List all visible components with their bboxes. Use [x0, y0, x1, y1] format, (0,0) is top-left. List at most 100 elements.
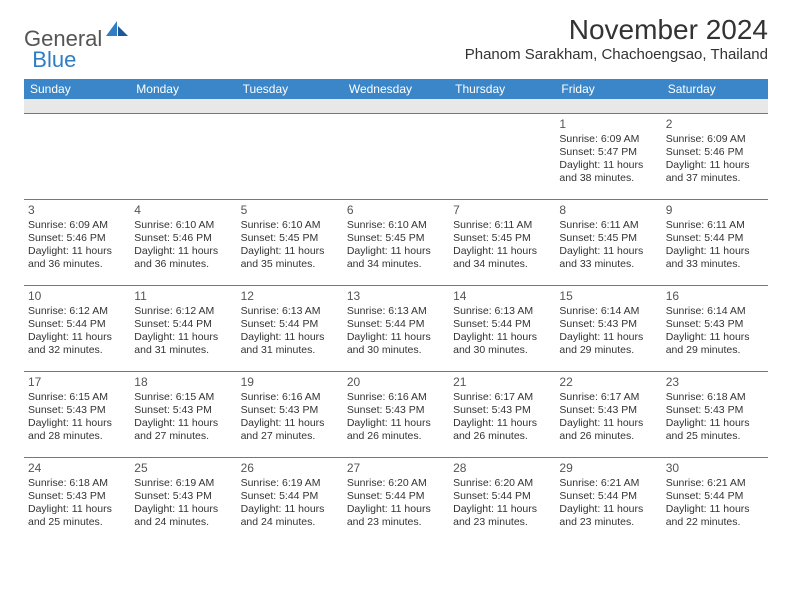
sunrise-text: Sunrise: 6:13 AM: [453, 305, 551, 318]
sunrise-text: Sunrise: 6:21 AM: [666, 477, 764, 490]
calendar-day-cell: 25Sunrise: 6:19 AMSunset: 5:43 PMDayligh…: [130, 457, 236, 543]
day-number: 5: [241, 203, 339, 218]
sunset-text: Sunset: 5:46 PM: [666, 146, 764, 159]
daylight-text-2: and 23 minutes.: [347, 516, 445, 529]
calendar-header-row: Sunday Monday Tuesday Wednesday Thursday…: [24, 79, 768, 99]
sunset-text: Sunset: 5:44 PM: [28, 318, 126, 331]
day-header-friday: Friday: [555, 79, 661, 99]
daylight-text-1: Daylight: 11 hours: [134, 245, 232, 258]
sunset-text: Sunset: 5:45 PM: [347, 232, 445, 245]
sunrise-text: Sunrise: 6:20 AM: [453, 477, 551, 490]
daylight-text-1: Daylight: 11 hours: [134, 417, 232, 430]
daylight-text-2: and 37 minutes.: [666, 172, 764, 185]
calendar-day-cell: 9Sunrise: 6:11 AMSunset: 5:44 PMDaylight…: [662, 199, 768, 285]
day-number: 10: [28, 289, 126, 304]
sunrise-text: Sunrise: 6:10 AM: [241, 219, 339, 232]
day-number: 6: [347, 203, 445, 218]
daylight-text-1: Daylight: 11 hours: [666, 503, 764, 516]
sunrise-text: Sunrise: 6:09 AM: [666, 133, 764, 146]
day-header-tuesday: Tuesday: [237, 79, 343, 99]
calendar-table: Sunday Monday Tuesday Wednesday Thursday…: [24, 79, 768, 543]
sunrise-text: Sunrise: 6:17 AM: [559, 391, 657, 404]
daylight-text-1: Daylight: 11 hours: [453, 331, 551, 344]
day-number: 15: [559, 289, 657, 304]
calendar-day-cell: 3Sunrise: 6:09 AMSunset: 5:46 PMDaylight…: [24, 199, 130, 285]
calendar-day-cell: 4Sunrise: 6:10 AMSunset: 5:46 PMDaylight…: [130, 199, 236, 285]
daylight-text-1: Daylight: 11 hours: [666, 159, 764, 172]
day-number: 11: [134, 289, 232, 304]
daylight-text-1: Daylight: 11 hours: [134, 331, 232, 344]
calendar-day-cell: 12Sunrise: 6:13 AMSunset: 5:44 PMDayligh…: [237, 285, 343, 371]
daylight-text-2: and 26 minutes.: [453, 430, 551, 443]
day-header-sunday: Sunday: [24, 79, 130, 99]
sunrise-text: Sunrise: 6:13 AM: [347, 305, 445, 318]
daylight-text-1: Daylight: 11 hours: [559, 331, 657, 344]
daylight-text-2: and 32 minutes.: [28, 344, 126, 357]
day-number: 4: [134, 203, 232, 218]
logo-text-blue: Blue: [32, 47, 76, 73]
daylight-text-2: and 31 minutes.: [241, 344, 339, 357]
sunset-text: Sunset: 5:47 PM: [559, 146, 657, 159]
daylight-text-1: Daylight: 11 hours: [134, 503, 232, 516]
sunrise-text: Sunrise: 6:16 AM: [347, 391, 445, 404]
sunset-text: Sunset: 5:44 PM: [666, 232, 764, 245]
calendar-day-cell: 10Sunrise: 6:12 AMSunset: 5:44 PMDayligh…: [24, 285, 130, 371]
sunset-text: Sunset: 5:43 PM: [134, 490, 232, 503]
calendar-day-cell: 22Sunrise: 6:17 AMSunset: 5:43 PMDayligh…: [555, 371, 661, 457]
day-header-saturday: Saturday: [662, 79, 768, 99]
daylight-text-2: and 25 minutes.: [28, 516, 126, 529]
day-number: 24: [28, 461, 126, 476]
daylight-text-1: Daylight: 11 hours: [347, 331, 445, 344]
sunset-text: Sunset: 5:44 PM: [666, 490, 764, 503]
sunset-text: Sunset: 5:44 PM: [559, 490, 657, 503]
daylight-text-1: Daylight: 11 hours: [559, 417, 657, 430]
day-number: 30: [666, 461, 764, 476]
sunrise-text: Sunrise: 6:09 AM: [28, 219, 126, 232]
daylight-text-1: Daylight: 11 hours: [559, 159, 657, 172]
daylight-text-2: and 35 minutes.: [241, 258, 339, 271]
daylight-text-2: and 36 minutes.: [134, 258, 232, 271]
sunset-text: Sunset: 5:44 PM: [347, 318, 445, 331]
day-number: 17: [28, 375, 126, 390]
empty-cell: [24, 113, 130, 199]
day-number: 13: [347, 289, 445, 304]
calendar-day-cell: 1Sunrise: 6:09 AMSunset: 5:47 PMDaylight…: [555, 113, 661, 199]
sunrise-text: Sunrise: 6:11 AM: [453, 219, 551, 232]
daylight-text-2: and 38 minutes.: [559, 172, 657, 185]
daylight-text-2: and 24 minutes.: [241, 516, 339, 529]
sunrise-text: Sunrise: 6:16 AM: [241, 391, 339, 404]
daylight-text-1: Daylight: 11 hours: [453, 503, 551, 516]
empty-cell: [449, 113, 555, 199]
daylight-text-2: and 36 minutes.: [28, 258, 126, 271]
daylight-text-2: and 34 minutes.: [453, 258, 551, 271]
sunrise-text: Sunrise: 6:12 AM: [134, 305, 232, 318]
sunset-text: Sunset: 5:44 PM: [241, 490, 339, 503]
sunrise-text: Sunrise: 6:14 AM: [666, 305, 764, 318]
calendar-day-cell: 8Sunrise: 6:11 AMSunset: 5:45 PMDaylight…: [555, 199, 661, 285]
location-subtitle: Phanom Sarakham, Chachoengsao, Thailand: [465, 46, 768, 63]
sunrise-text: Sunrise: 6:10 AM: [347, 219, 445, 232]
daylight-text-2: and 34 minutes.: [347, 258, 445, 271]
daylight-text-2: and 29 minutes.: [666, 344, 764, 357]
sunset-text: Sunset: 5:46 PM: [28, 232, 126, 245]
calendar-day-cell: 16Sunrise: 6:14 AMSunset: 5:43 PMDayligh…: [662, 285, 768, 371]
calendar-day-cell: 6Sunrise: 6:10 AMSunset: 5:45 PMDaylight…: [343, 199, 449, 285]
sunrise-text: Sunrise: 6:18 AM: [28, 477, 126, 490]
sunset-text: Sunset: 5:43 PM: [28, 490, 126, 503]
page-title-block: November 2024 Phanom Sarakham, Chachoeng…: [465, 14, 768, 63]
sunrise-text: Sunrise: 6:14 AM: [559, 305, 657, 318]
day-number: 20: [347, 375, 445, 390]
day-number: 22: [559, 375, 657, 390]
daylight-text-2: and 29 minutes.: [559, 344, 657, 357]
calendar-day-cell: 11Sunrise: 6:12 AMSunset: 5:44 PMDayligh…: [130, 285, 236, 371]
daylight-text-2: and 33 minutes.: [666, 258, 764, 271]
daylight-text-1: Daylight: 11 hours: [559, 245, 657, 258]
sunset-text: Sunset: 5:45 PM: [559, 232, 657, 245]
sunrise-text: Sunrise: 6:15 AM: [134, 391, 232, 404]
daylight-text-2: and 28 minutes.: [28, 430, 126, 443]
daylight-text-1: Daylight: 11 hours: [347, 245, 445, 258]
calendar-day-cell: 14Sunrise: 6:13 AMSunset: 5:44 PMDayligh…: [449, 285, 555, 371]
daylight-text-1: Daylight: 11 hours: [559, 503, 657, 516]
calendar-day-cell: 15Sunrise: 6:14 AMSunset: 5:43 PMDayligh…: [555, 285, 661, 371]
daylight-text-2: and 27 minutes.: [241, 430, 339, 443]
